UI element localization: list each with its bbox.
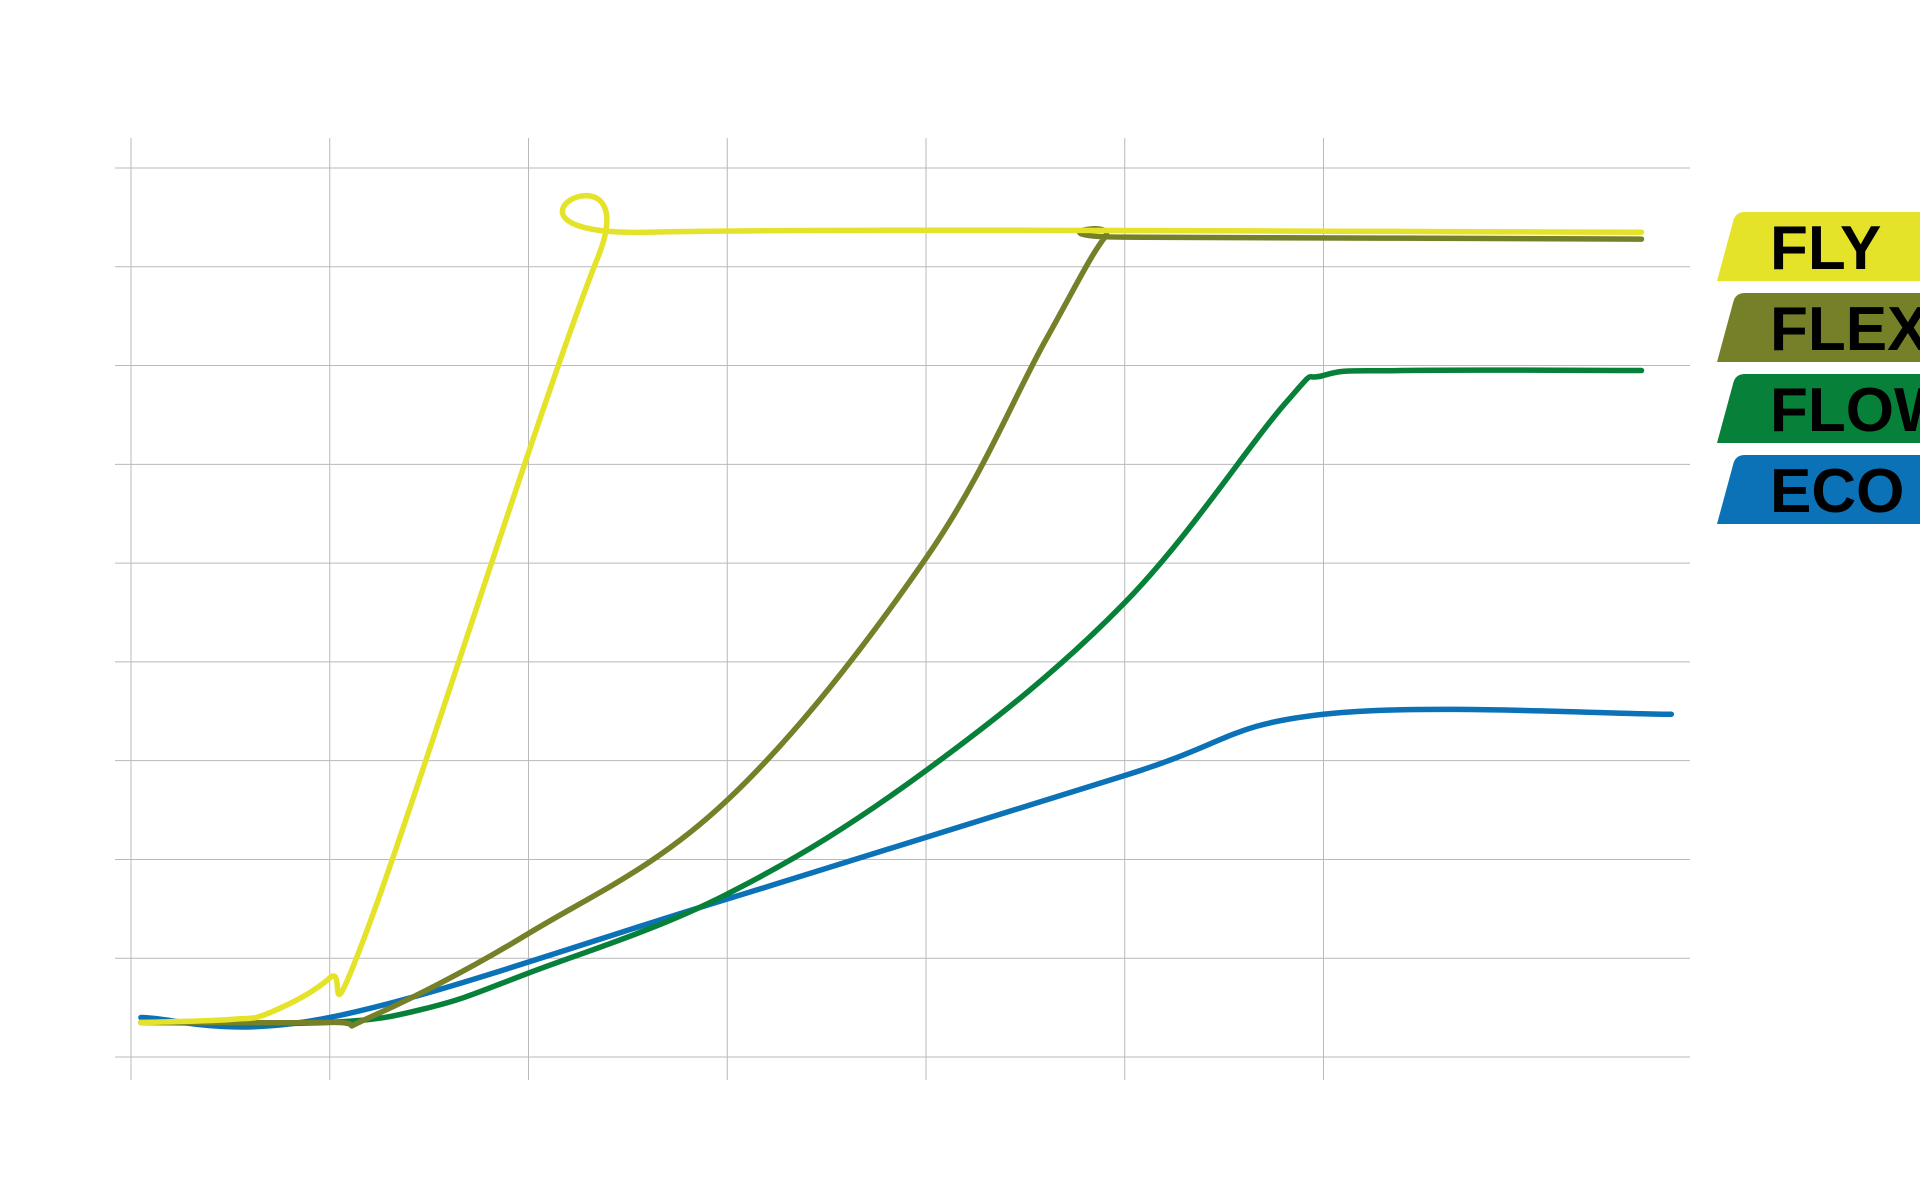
legend-item-flow: FLOW: [1717, 374, 1920, 445]
legend-swatch-flex: [1717, 293, 1920, 362]
grid: [115, 138, 1690, 1080]
series-line-eco: [138, 706, 1675, 1030]
legend-swatch-fly: [1717, 212, 1920, 281]
legend: FLY FLEX FLOW ECO: [1717, 212, 1920, 526]
series-lines: [138, 192, 1675, 1030]
series-line-fly: [138, 192, 1645, 1026]
legend-label-flow: FLOW: [1770, 376, 1920, 445]
series-line-flow: [138, 367, 1645, 1027]
legend-label-fly: FLY: [1770, 214, 1881, 283]
legend-item-flex: FLEX: [1717, 293, 1920, 364]
legend-item-eco: ECO: [1717, 455, 1920, 526]
legend-swatch-flow: [1717, 374, 1920, 443]
legend-item-fly: FLY: [1717, 212, 1920, 283]
legend-label-flex: FLEX: [1770, 295, 1920, 364]
legend-label-eco: ECO: [1770, 457, 1904, 526]
series-line-flex: [138, 226, 1645, 1029]
legend-swatch-eco: [1717, 455, 1920, 524]
